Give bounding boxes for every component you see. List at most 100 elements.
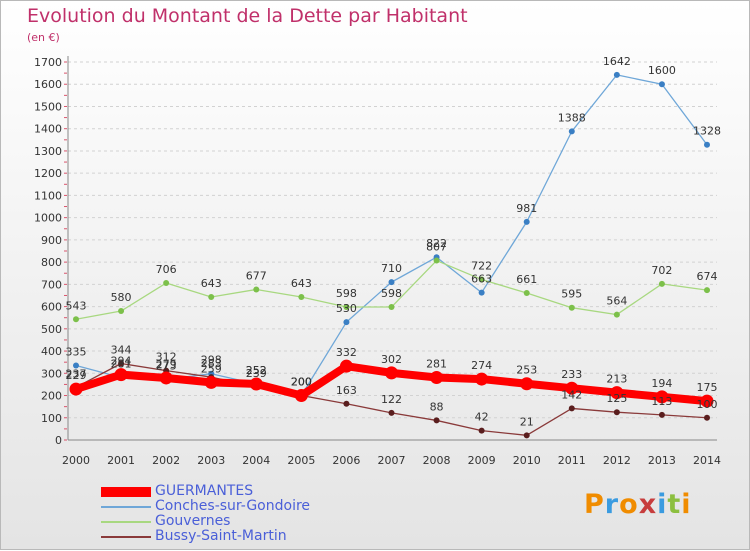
y-tick-label: 0	[55, 434, 62, 447]
chart-title: Evolution du Montant de la Dette par Hab…	[27, 5, 468, 27]
data-label-gouvernes: 702	[651, 264, 672, 277]
data-label-gouvernes: 807	[426, 241, 447, 254]
data-label-guermantes: 200	[291, 376, 312, 389]
data-point-gouvernes	[253, 286, 260, 293]
data-label-bussy-saint-martin: 239	[246, 367, 267, 380]
x-tick-label: 2009	[468, 454, 496, 467]
data-point-bussy-saint-martin	[704, 414, 710, 421]
data-label-guermantes: 281	[426, 358, 447, 371]
legend-swatch-conches	[101, 506, 151, 508]
y-tick-label: 900	[41, 234, 62, 247]
x-tick-label: 2014	[693, 454, 721, 467]
data-point-guermantes	[475, 372, 489, 386]
data-label-conches-sur-gondoire: 273	[156, 359, 177, 372]
data-label-conches-sur-gondoire: 1600	[648, 64, 676, 77]
data-label-guermantes: 229	[66, 369, 87, 382]
y-tick-label: 1300	[34, 145, 62, 158]
data-point-guermantes	[610, 386, 624, 400]
data-point-guermantes	[114, 368, 128, 382]
x-tick-label: 2008	[423, 454, 451, 467]
data-label-guermantes: 279	[156, 358, 177, 371]
x-tick-label: 2002	[152, 454, 180, 467]
data-label-gouvernes: 598	[381, 287, 402, 300]
data-point-guermantes	[204, 375, 218, 389]
x-tick-label: 2013	[648, 454, 676, 467]
data-label-gouvernes: 595	[561, 288, 582, 301]
data-point-conches-sur-gondoire	[704, 141, 710, 148]
data-label-guermantes: 213	[606, 373, 627, 386]
y-tick-label: 1200	[34, 167, 62, 180]
y-tick-label: 1400	[34, 123, 62, 136]
data-point-bussy-saint-martin	[523, 432, 530, 439]
data-label-conches-sur-gondoire: 710	[381, 262, 402, 275]
data-point-gouvernes	[163, 280, 170, 287]
data-label-conches-sur-gondoire: 298	[201, 354, 222, 367]
data-point-guermantes	[565, 381, 579, 395]
y-tick-label: 1500	[34, 100, 62, 113]
series-line-conches-sur-gondoire	[75, 74, 708, 397]
data-point-conches-sur-gondoire	[658, 81, 665, 88]
data-label-bussy-saint-martin: 42	[475, 411, 489, 424]
data-point-guermantes	[249, 377, 263, 391]
data-point-gouvernes	[118, 308, 125, 315]
y-tick-label: 700	[41, 278, 62, 291]
legend-label-bussy: Bussy-Saint-Martin	[155, 528, 287, 544]
data-label-guermantes: 252	[246, 364, 267, 377]
data-point-guermantes	[520, 377, 534, 391]
data-point-bussy-saint-martin	[343, 400, 350, 407]
data-point-bussy-saint-martin	[658, 411, 665, 418]
data-label-guermantes: 194	[651, 377, 672, 390]
legend-label-guermantes: GUERMANTES	[155, 483, 254, 499]
data-label-gouvernes: 543	[66, 299, 87, 312]
data-point-bussy-saint-martin	[613, 409, 620, 416]
data-label-gouvernes: 580	[111, 291, 132, 304]
data-point-conches-sur-gondoire	[343, 319, 350, 326]
data-point-gouvernes	[523, 290, 530, 297]
data-point-gouvernes	[568, 304, 575, 311]
data-label-bussy-saint-martin: 21	[520, 415, 534, 428]
legend-label-gouvernes: Gouvernes	[155, 513, 231, 529]
data-label-conches-sur-gondoire: 1388	[558, 111, 586, 124]
data-label-conches-sur-gondoire: 530	[336, 302, 357, 315]
data-point-gouvernes	[208, 294, 215, 301]
data-label-conches-sur-gondoire: 335	[66, 346, 87, 359]
data-label-guermantes: 332	[336, 346, 357, 359]
data-label-gouvernes: 564	[606, 295, 627, 308]
data-point-bussy-saint-martin	[478, 427, 485, 434]
data-point-gouvernes	[298, 294, 305, 301]
data-label-bussy-saint-martin: 344	[111, 344, 132, 357]
data-point-conches-sur-gondoire	[523, 218, 530, 225]
data-point-guermantes	[700, 394, 714, 408]
y-tick-label: 400	[41, 345, 62, 358]
data-point-gouvernes	[704, 287, 710, 294]
data-point-gouvernes	[343, 304, 350, 311]
y-tick-label: 1100	[34, 189, 62, 202]
data-label-guermantes: 259	[201, 362, 222, 375]
legend-swatch-bussy	[101, 536, 151, 538]
data-point-gouvernes	[613, 311, 620, 318]
x-tick-label: 2003	[197, 454, 225, 467]
x-tick-label: 2001	[107, 454, 135, 467]
data-point-bussy-saint-martin	[433, 417, 440, 424]
data-label-conches-sur-gondoire: 981	[516, 202, 537, 215]
legend-swatch-gouvernes	[101, 521, 151, 523]
data-label-guermantes: 175	[697, 381, 718, 394]
data-point-gouvernes	[478, 276, 485, 283]
y-tick-label: 100	[41, 412, 62, 425]
x-tick-label: 2007	[378, 454, 406, 467]
data-label-guermantes: 294	[111, 355, 132, 368]
data-label-guermantes: 233	[561, 368, 582, 381]
data-label-gouvernes: 706	[156, 263, 177, 276]
legend-label-conches: Conches-sur-Gondoire	[155, 498, 311, 514]
data-point-bussy-saint-martin	[118, 360, 125, 367]
proxiti-logo: Proxiti	[584, 489, 692, 520]
data-point-bussy-saint-martin	[388, 409, 395, 416]
data-label-bussy-saint-martin: 100	[697, 398, 718, 411]
data-point-gouvernes	[73, 316, 79, 323]
data-label-conches-sur-gondoire: 252	[246, 364, 267, 377]
data-label-bussy-saint-martin: 237	[66, 367, 87, 380]
data-label-conches-sur-gondoire: 281	[111, 358, 132, 371]
data-label-bussy-saint-martin: 88	[430, 400, 444, 413]
